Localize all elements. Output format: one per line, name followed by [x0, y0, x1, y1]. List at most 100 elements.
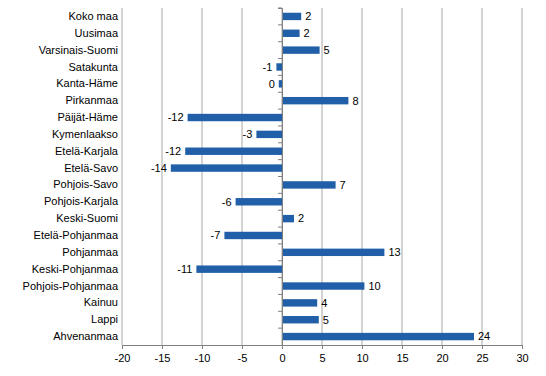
data-label: 4 — [321, 297, 327, 309]
category-label: Etelä-Karjala — [55, 145, 119, 157]
data-label: 13 — [388, 246, 400, 258]
x-tick: -15 — [155, 345, 171, 364]
category-tick-mark — [278, 92, 282, 93]
category-label: Lappi — [91, 313, 118, 325]
category: Etelä-Savo — [64, 162, 118, 174]
data-label: -3 — [243, 128, 253, 140]
category-label: Keski-Suomi — [56, 212, 118, 224]
category: Keski-Suomi — [56, 212, 118, 224]
grid-line — [362, 8, 363, 345]
bar — [236, 198, 282, 205]
category-tick-mark — [278, 75, 282, 76]
category: Pohjanmaa — [62, 246, 119, 258]
category-label: Varsinais-Suomi — [39, 44, 118, 56]
bar — [282, 97, 348, 104]
data-label: 5 — [324, 44, 330, 56]
bar — [282, 316, 319, 323]
category: Uusimaa — [75, 27, 119, 39]
category-label: Kanta-Häme — [56, 77, 118, 89]
data-label: -11 — [177, 263, 192, 275]
category-tick — [278, 24, 282, 25]
category-tick-mark — [278, 24, 282, 25]
category-label: Pohjois-Savo — [53, 178, 118, 190]
grid — [122, 8, 522, 345]
category-tick — [278, 193, 282, 194]
data-label: 24 — [478, 330, 490, 342]
x-tick-label: 30 — [516, 352, 528, 364]
category: Pohjois-Savo — [53, 178, 118, 190]
data-labels: 225-108-12-3-12-147-62-713-11104524 — [151, 10, 490, 342]
category-label: Pohjois-Karjala — [44, 195, 119, 207]
category: Kymenlaakso — [52, 128, 118, 140]
x-tick: -10 — [195, 345, 211, 364]
zero-axis-line — [278, 9, 283, 346]
x-tick-mark — [202, 345, 203, 349]
data-label: -6 — [222, 196, 232, 208]
category-label: Etelä-Pohjanmaa — [34, 229, 119, 241]
x-tick-mark — [162, 345, 163, 349]
bar — [282, 30, 300, 37]
bar — [282, 181, 336, 188]
x-tick-label: -5 — [238, 352, 248, 364]
x-tick-mark — [482, 345, 483, 349]
x-axis-line — [123, 346, 523, 350]
category-tick-mark — [278, 260, 282, 261]
x-axis: -20-15-10-5051015202530 — [115, 345, 529, 364]
grid-line — [162, 8, 163, 345]
data-label: -12 — [165, 145, 181, 157]
bar — [282, 299, 317, 306]
category: Kainuu — [84, 296, 118, 308]
x-tick: 20 — [436, 345, 448, 364]
category: Koko maa — [68, 10, 118, 22]
grid-line — [122, 8, 123, 345]
x-tick-label: 10 — [356, 352, 368, 364]
grid-line — [482, 8, 483, 345]
category-tick — [278, 75, 282, 76]
category-tick — [278, 142, 282, 143]
category-tick — [278, 109, 282, 110]
bar — [282, 215, 294, 222]
bar — [282, 333, 474, 340]
x-tick-label: -10 — [195, 352, 211, 364]
category-tick-mark — [278, 125, 282, 126]
data-label: -14 — [151, 162, 167, 174]
category-label: Pirkanmaa — [65, 94, 118, 106]
data-label: 0 — [269, 78, 275, 90]
x-tick-mark — [362, 345, 363, 349]
category-tick-mark — [278, 7, 282, 8]
category-label: Ahvenanmaa — [53, 330, 119, 342]
data-label: 8 — [352, 95, 358, 107]
category: Ahvenanmaa — [53, 330, 119, 342]
category-tick — [278, 243, 282, 244]
category: Varsinais-Suomi — [39, 44, 118, 56]
x-tick-mark — [322, 345, 323, 349]
x-tick: -20 — [115, 345, 131, 364]
category: Pohjois-Karjala — [44, 195, 119, 207]
category-tick-mark — [278, 41, 282, 42]
zero-axis — [278, 8, 283, 346]
x-tick-mark — [122, 345, 123, 349]
x-tick: -5 — [238, 345, 248, 364]
data-label: -7 — [211, 229, 221, 241]
category-tick-mark — [278, 210, 282, 211]
data-label: 2 — [298, 212, 304, 224]
x-tick-label: 15 — [396, 352, 408, 364]
category-label: Kymenlaakso — [52, 128, 118, 140]
category-tick-mark — [278, 58, 282, 59]
category: Satakunta — [68, 60, 118, 72]
data-label: 2 — [305, 10, 311, 22]
category-tick-mark — [278, 277, 282, 278]
x-tick: 30 — [516, 345, 528, 364]
category-tick — [278, 260, 282, 261]
category-tick-mark — [278, 294, 282, 295]
bar — [196, 265, 282, 272]
category-label: Keski-Pohjanmaa — [32, 263, 119, 275]
bar — [282, 249, 384, 256]
x-tick-label: 20 — [436, 352, 448, 364]
category-tick-mark — [278, 142, 282, 143]
grid-line — [202, 8, 203, 345]
category-tick-mark — [278, 109, 282, 110]
category-tick — [278, 92, 282, 93]
category-tick-mark — [278, 227, 282, 228]
category: Etelä-Karjala — [55, 145, 119, 157]
